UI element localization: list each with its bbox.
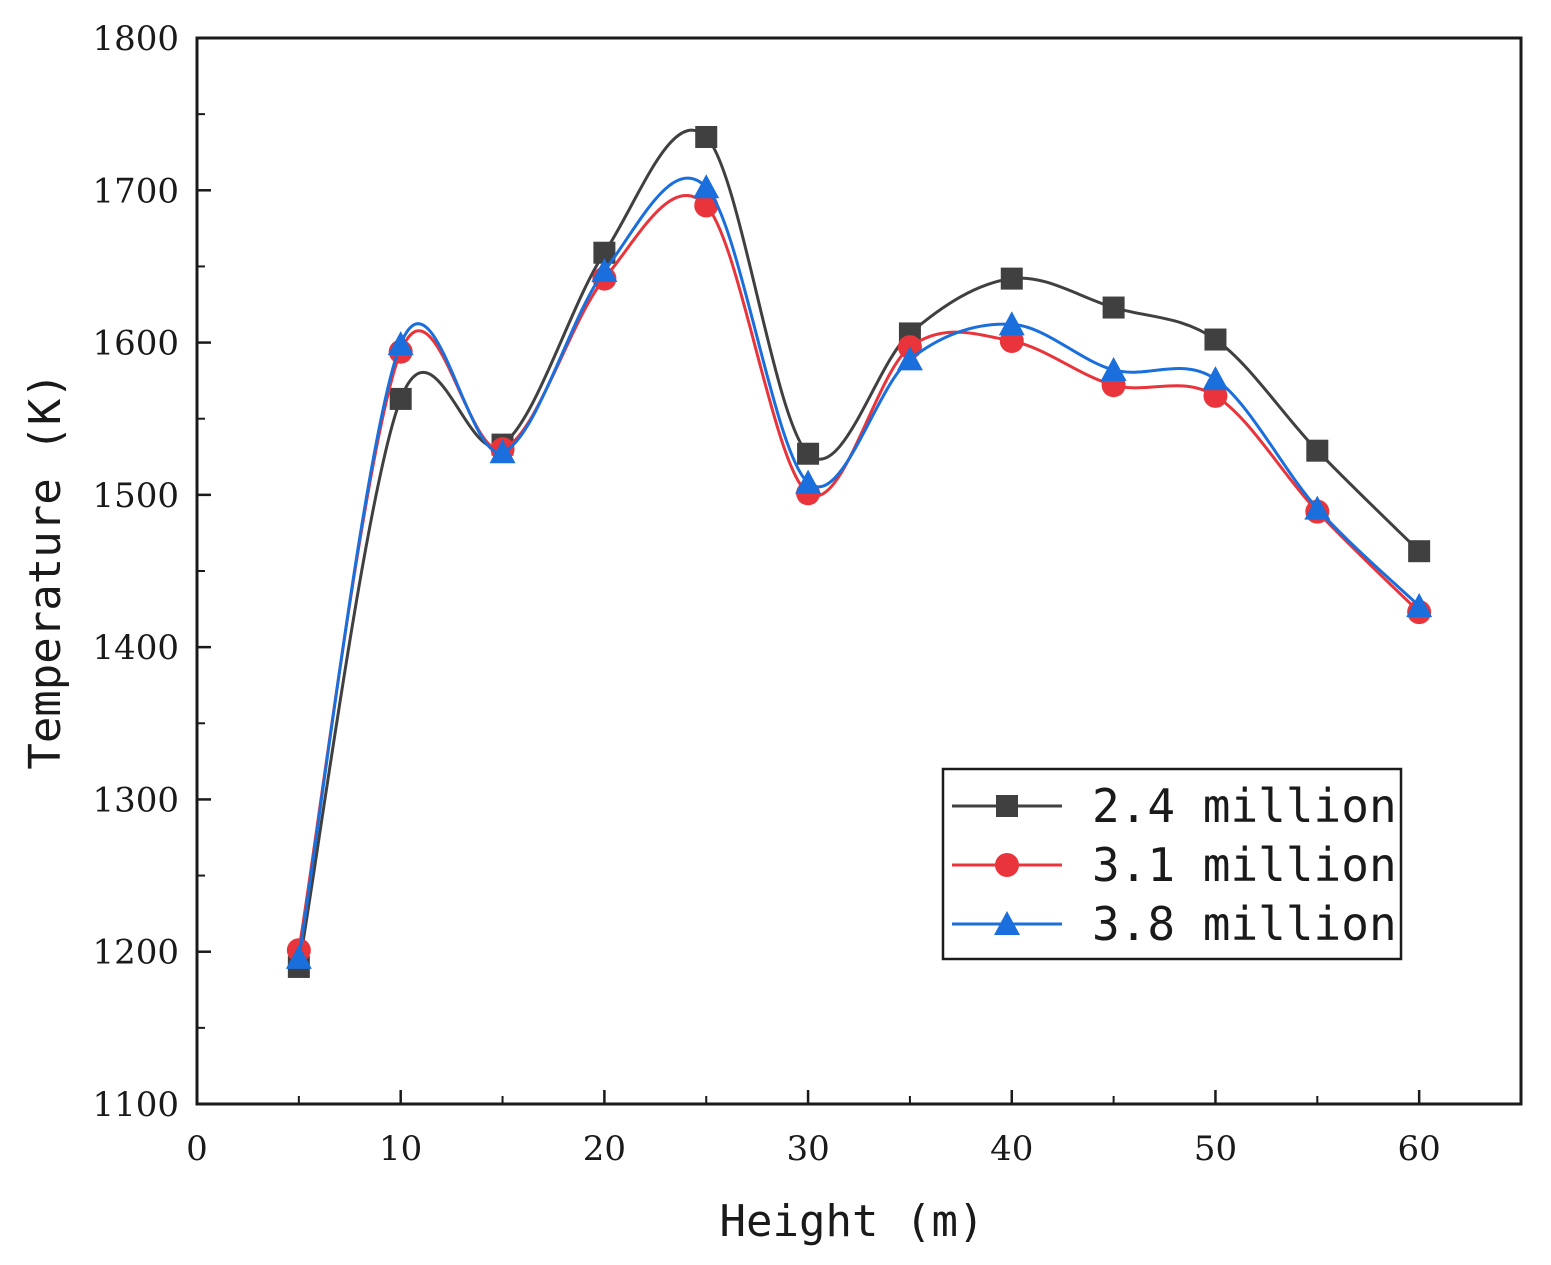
y-tick-label: 1400 <box>92 628 179 668</box>
x-tick-label: 50 <box>1194 1129 1237 1169</box>
data-point <box>795 469 822 494</box>
data-point <box>695 125 718 148</box>
data-point <box>1406 593 1433 618</box>
legend-label: 3.8 million <box>1092 897 1397 951</box>
x-axis-ticks: 0 10 20 30 40 50 60 <box>186 1090 1441 1169</box>
y-tick-label: 1700 <box>92 171 179 211</box>
series-line-2 <box>297 176 1421 959</box>
x-tick-label: 40 <box>990 1129 1033 1169</box>
y-tick-label: 1100 <box>92 1085 179 1125</box>
x-tick-label: 0 <box>186 1129 208 1169</box>
data-point <box>593 241 616 264</box>
data-point <box>1000 267 1023 290</box>
y-tick-label: 1600 <box>92 324 179 364</box>
data-point <box>693 174 720 199</box>
data-point <box>797 442 820 465</box>
data-point <box>896 346 923 371</box>
y-axis-title: Temperature (K) <box>20 372 71 769</box>
legend-label: 2.4 million <box>1092 779 1397 833</box>
data-point <box>998 311 1025 336</box>
data-point <box>1102 296 1125 319</box>
x-tick-label: 20 <box>583 1129 626 1169</box>
data-point <box>591 257 618 283</box>
data-point <box>1306 439 1329 462</box>
legend-marker <box>996 795 1018 817</box>
x-tick-label: 10 <box>379 1129 422 1169</box>
y-axis-ticks: 1100 1200 1300 1400 1500 1600 1700 1800 <box>92 19 211 1125</box>
y-tick-label: 1800 <box>92 19 179 59</box>
data-point <box>1304 495 1331 520</box>
data-point <box>387 331 414 356</box>
data-point <box>1204 328 1227 351</box>
data-point <box>285 944 312 969</box>
data-point <box>1100 356 1127 382</box>
data-point <box>1408 540 1431 563</box>
legend-marker <box>995 853 1019 877</box>
data-point <box>1202 366 1229 391</box>
legend-label: 3.1 million <box>1092 838 1397 892</box>
data-point <box>694 193 719 218</box>
data-point <box>389 387 412 410</box>
legend-marker <box>994 911 1020 936</box>
y-tick-label: 1300 <box>92 780 179 820</box>
x-tick-label: 30 <box>786 1129 829 1169</box>
y-tick-label: 1200 <box>92 933 179 973</box>
series-layer <box>285 125 1433 978</box>
x-tick-label: 60 <box>1398 1129 1441 1169</box>
data-point <box>489 439 516 464</box>
x-axis-title: Height (m) <box>720 1196 985 1247</box>
y-tick-label: 1500 <box>92 476 179 516</box>
